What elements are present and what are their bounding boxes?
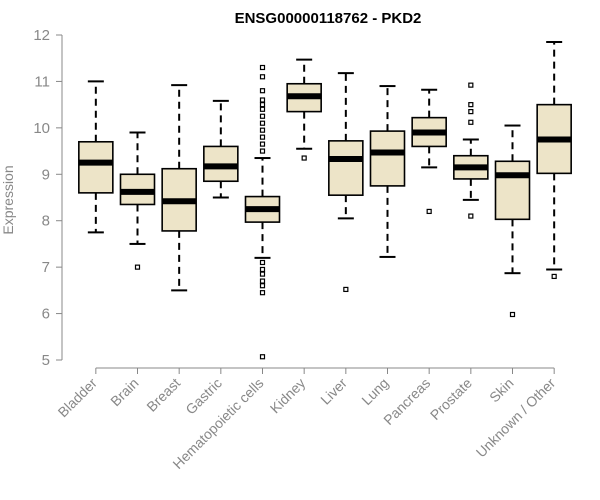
box-group bbox=[203, 99, 239, 199]
outlier-point bbox=[259, 141, 266, 147]
box-series bbox=[78, 40, 572, 360]
y-tick-label: 5 bbox=[42, 352, 50, 369]
outlier-point bbox=[259, 290, 266, 296]
x-tick-label: Unknown / Other bbox=[473, 375, 559, 461]
outlier-point bbox=[343, 286, 349, 293]
box-group bbox=[286, 58, 322, 161]
box-group bbox=[161, 84, 197, 292]
x-tick-label: Kidney bbox=[267, 375, 309, 417]
x-tick-label: Brain bbox=[107, 375, 141, 409]
outlier-point bbox=[468, 82, 474, 88]
box-group bbox=[78, 80, 114, 234]
x-tick-label: Prostate bbox=[427, 375, 475, 423]
chart-title: ENSG00000118762 - PKD2 bbox=[235, 10, 422, 27]
box-group bbox=[453, 82, 489, 219]
y-tick-label: 11 bbox=[34, 73, 50, 90]
outlier-point bbox=[259, 278, 266, 284]
outlier-point bbox=[468, 102, 474, 108]
outlier-point bbox=[259, 127, 266, 133]
box-group bbox=[244, 64, 281, 360]
outlier-point bbox=[468, 119, 474, 125]
y-axis: 5 6 7 8 9 10 11 12 bbox=[33, 27, 63, 369]
outlier-point bbox=[259, 106, 266, 112]
outlier-point bbox=[259, 64, 266, 71]
outlier-point bbox=[259, 97, 266, 103]
outlier-point bbox=[134, 264, 141, 270]
outlier-point bbox=[259, 266, 266, 273]
outlier-point bbox=[259, 283, 266, 289]
y-tick-label: 8 bbox=[42, 213, 50, 230]
x-tick-label: Lung bbox=[358, 375, 391, 408]
outlier-point bbox=[468, 213, 474, 219]
box-group bbox=[536, 40, 572, 280]
box-group bbox=[494, 124, 531, 318]
box-group bbox=[328, 72, 364, 293]
iqr-box bbox=[494, 160, 531, 221]
y-tick-label: 9 bbox=[42, 166, 50, 183]
outlier-point bbox=[259, 271, 266, 277]
y-tick-label: 10 bbox=[33, 120, 50, 137]
iqr-box bbox=[328, 140, 364, 196]
outlier-point bbox=[259, 259, 266, 266]
box-group bbox=[369, 85, 406, 258]
outlier-point bbox=[259, 134, 266, 140]
x-tick-label: Bladder bbox=[55, 375, 101, 421]
outlier-point bbox=[509, 311, 516, 318]
outlier-point bbox=[259, 74, 266, 80]
y-tick-label: 12 bbox=[33, 27, 50, 44]
iqr-box bbox=[369, 130, 406, 187]
y-axis-label: Expression bbox=[0, 165, 16, 234]
outlier-point bbox=[259, 113, 266, 119]
x-tick-label: Liver bbox=[317, 375, 350, 408]
y-tick-label: 7 bbox=[42, 259, 50, 276]
outlier-point bbox=[259, 120, 266, 126]
outlier-point bbox=[259, 148, 266, 154]
box-group bbox=[411, 88, 447, 215]
outlier-point bbox=[259, 88, 266, 94]
outlier-point bbox=[259, 102, 266, 108]
outlier-point bbox=[426, 208, 432, 215]
outlier-point bbox=[301, 155, 307, 161]
outlier-point bbox=[551, 273, 557, 280]
box-group bbox=[119, 131, 156, 270]
iqr-box bbox=[78, 140, 114, 194]
y-tick-label: 6 bbox=[42, 306, 50, 323]
outlier-point bbox=[259, 354, 266, 360]
x-tick-label: Skin bbox=[486, 375, 517, 406]
outlier-point bbox=[468, 109, 474, 115]
x-tick-label: Breast bbox=[143, 375, 183, 415]
